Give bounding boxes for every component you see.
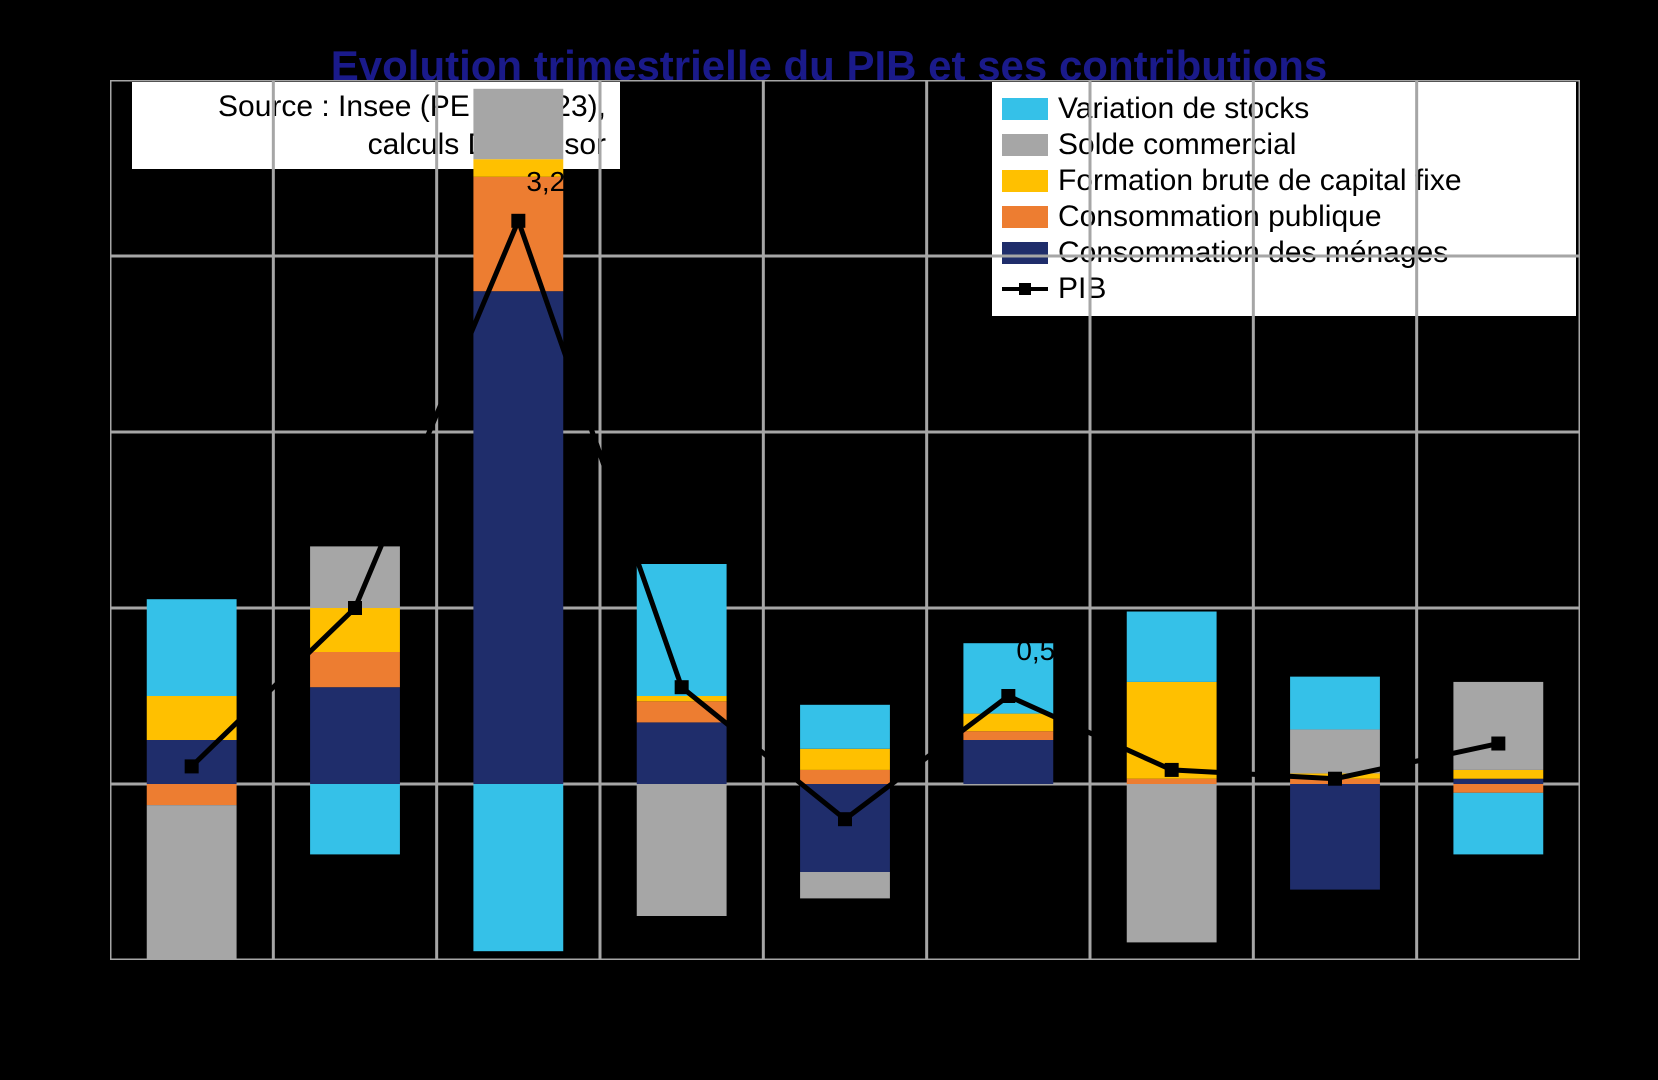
bar-segment: [310, 546, 400, 608]
bar-segment: [1127, 612, 1217, 682]
bar-segment: [800, 770, 890, 784]
bar-segment: [473, 291, 563, 784]
bar-segment: [800, 705, 890, 749]
bar-segment: [473, 89, 563, 159]
bar-segment: [1290, 677, 1380, 730]
bar-segment: [1290, 784, 1380, 890]
data-label: 3,2%: [526, 166, 590, 197]
pib-marker: [348, 601, 362, 615]
pib-marker: [185, 759, 199, 773]
pib-marker: [675, 680, 689, 694]
bar-segment: [310, 652, 400, 687]
plot-area: 3,2% 0,5%: [110, 80, 1580, 960]
bar-segment: [637, 722, 727, 784]
bar-segment: [800, 749, 890, 770]
bar-segment: [963, 740, 1053, 784]
bar-segment: [147, 805, 237, 960]
bar-segment: [637, 564, 727, 696]
pib-marker: [1491, 737, 1505, 751]
chart-container: Evolution trimestrielle du PIB et ses co…: [0, 0, 1658, 1080]
bar-segment: [1127, 784, 1217, 942]
bar-segment: [1127, 779, 1217, 784]
bar-segment: [473, 784, 563, 951]
pib-marker: [1328, 772, 1342, 786]
bar-segment: [800, 872, 890, 898]
bar-segment: [1453, 779, 1543, 784]
pib-marker: [511, 214, 525, 228]
bar-segment: [637, 696, 727, 701]
bar-segment: [1290, 729, 1380, 773]
bar-segment: [1453, 770, 1543, 779]
pib-marker: [1165, 763, 1179, 777]
bar-segment: [1453, 793, 1543, 855]
bar-segment: [147, 599, 237, 696]
bar-segment: [310, 687, 400, 784]
bar-segment: [637, 784, 727, 916]
bar-segment: [310, 784, 400, 854]
bar-segment: [147, 784, 237, 805]
pib-marker: [838, 812, 852, 826]
data-label: 0,5%: [1016, 635, 1080, 666]
pib-marker: [1001, 689, 1015, 703]
bar-segment: [963, 731, 1053, 740]
bar-segment: [1453, 682, 1543, 770]
bar-segment: [1453, 784, 1543, 793]
